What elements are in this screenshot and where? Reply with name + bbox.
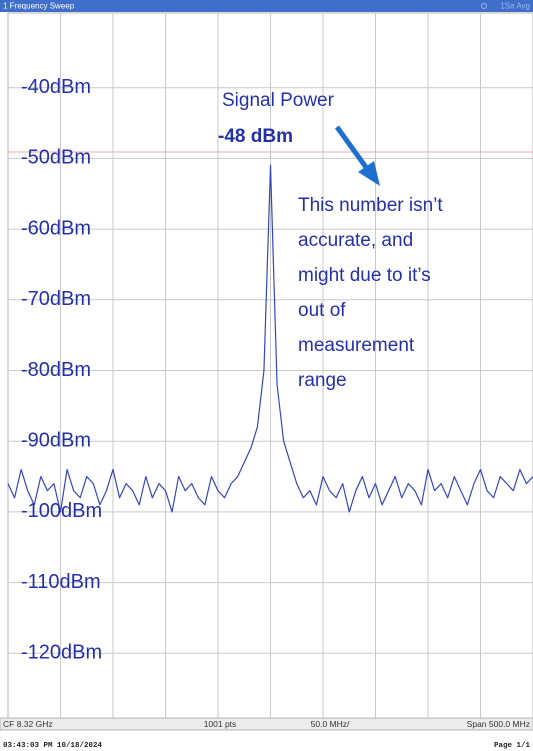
header-title: 1 Frequency Sweep — [3, 2, 75, 11]
status-icon — [481, 3, 487, 9]
y-tick-label: -100dBm — [21, 500, 102, 522]
span: Span 500.0 MHz — [467, 719, 530, 729]
arrow-shaft — [334, 125, 371, 172]
scale: 50.0 MHz/ — [311, 719, 350, 729]
label-layer: -40dBm -50dBm -60dBm -70dBm -80dBm -90dBm -100… — [21, 76, 443, 664]
arrow-head — [358, 161, 380, 186]
timestamp: 03:43:03 PM 10/18/2024 — [3, 742, 103, 750]
vertical-grid — [60, 13, 481, 718]
annotation-note: out of — [298, 300, 346, 321]
annotation-note: measurement — [298, 335, 415, 356]
y-tick-label: -70dBm — [21, 288, 91, 310]
annotation-value: -48 dBm — [218, 126, 293, 147]
header-bar — [0, 0, 533, 12]
y-tick-label: -80dBm — [21, 359, 91, 381]
trace-layer — [7, 164, 533, 513]
grid-layer — [8, 87, 533, 654]
y-tick-label: -60dBm — [21, 217, 91, 239]
annotation-note: This number isn’t — [298, 195, 443, 216]
center-frequency: CF 8.32 GHz — [3, 719, 53, 729]
y-tick-label: -40dBm — [21, 76, 91, 98]
annotation-note: might due to it’s — [298, 265, 431, 286]
header-status: 1Sa Avg — [500, 2, 530, 11]
y-tick-label: -120dBm — [21, 642, 102, 664]
spectrum-trace — [7, 164, 533, 513]
annotation-note: accurate, and — [298, 230, 413, 251]
y-tick-label: -110dBm — [21, 571, 101, 593]
footer-bar — [0, 717, 533, 731]
points: 1001 pts — [204, 719, 237, 729]
annotation-note: range — [298, 370, 347, 391]
y-tick-label: -90dBm — [21, 429, 91, 451]
page-number: Page 1/1 — [494, 742, 531, 750]
annotation-title: Signal Power — [222, 90, 335, 111]
y-tick-label: -50dBm — [21, 147, 91, 169]
